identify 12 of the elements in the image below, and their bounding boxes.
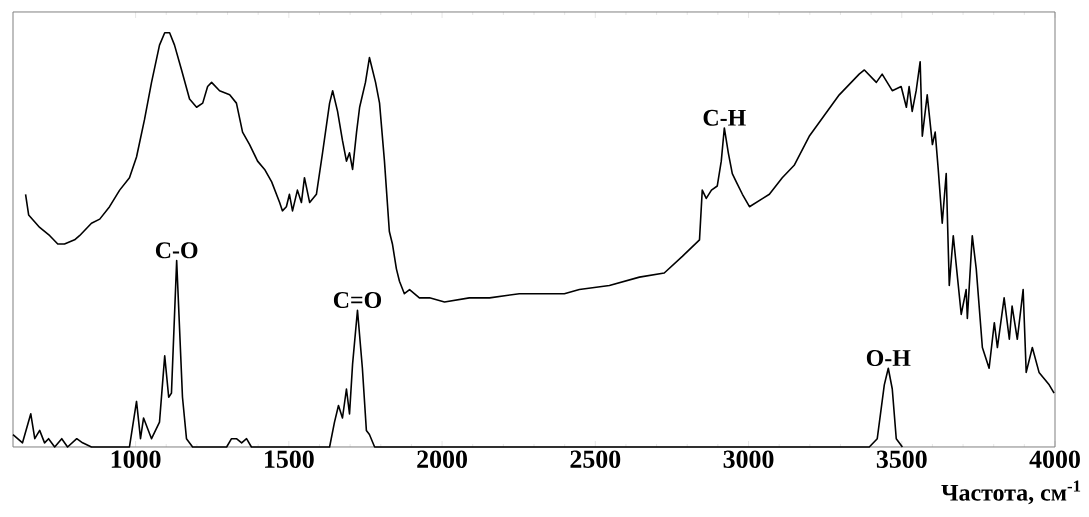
x-tick-label: 2000 [417,450,467,468]
x-tick-label: 4000 [1029,450,1080,468]
annotation: C-O [155,242,198,259]
x-tick-label: 1000 [111,450,161,468]
x-tick-label: 3000 [723,450,774,468]
x-axis-title: Частота, см$^{-1}$ [941,480,1081,505]
annotation: C-H [703,109,746,126]
x-tick-label: 2500 [570,450,621,468]
x-tick-label: 1500 [265,450,314,468]
annotation: O-H [866,350,911,367]
annotation: C=O [333,292,382,309]
x-tick-label: 3500 [876,450,927,468]
